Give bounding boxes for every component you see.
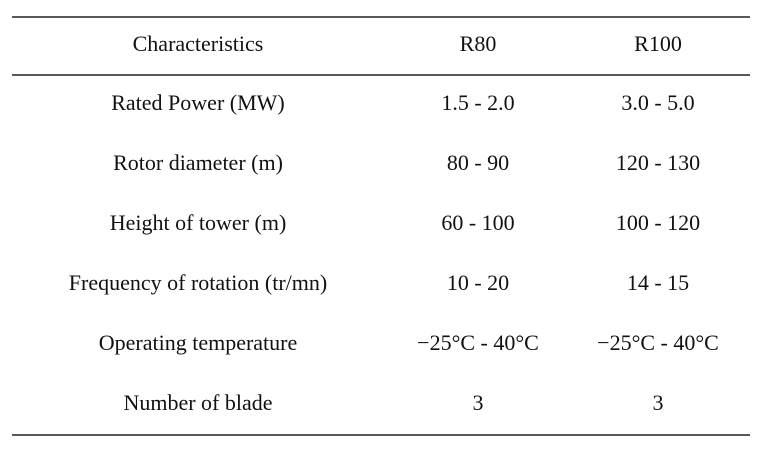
header-cell: R100 — [634, 31, 682, 56]
table-cell: 10 - 20 — [447, 270, 509, 295]
table-cell: 1.5 - 2.0 — [441, 90, 514, 115]
table-cell: 14 - 15 — [627, 270, 689, 295]
table-cell: 120 - 130 — [616, 150, 700, 175]
table-cell: −25°C - 40°C — [597, 330, 719, 355]
header-cell: R80 — [460, 31, 497, 56]
table-cell: 3 — [653, 390, 664, 415]
table-cell: Frequency of rotation (tr/mn) — [69, 270, 327, 295]
table-cell: 80 - 90 — [447, 150, 509, 175]
table-cell: 100 - 120 — [616, 210, 700, 235]
table-cell: Operating temperature — [99, 330, 298, 355]
table-cell: −25°C - 40°C — [417, 330, 539, 355]
table-cell: Number of blade — [123, 390, 272, 415]
table-cell: 60 - 100 — [441, 210, 514, 235]
header-cell: Characteristics — [133, 31, 264, 56]
table-cell: 3.0 - 5.0 — [621, 90, 694, 115]
table-cell: Rated Power (MW) — [111, 90, 285, 115]
table-cell: Rotor diameter (m) — [113, 150, 283, 175]
table-cell: 3 — [473, 390, 484, 415]
table-cell: Height of tower (m) — [110, 210, 287, 235]
